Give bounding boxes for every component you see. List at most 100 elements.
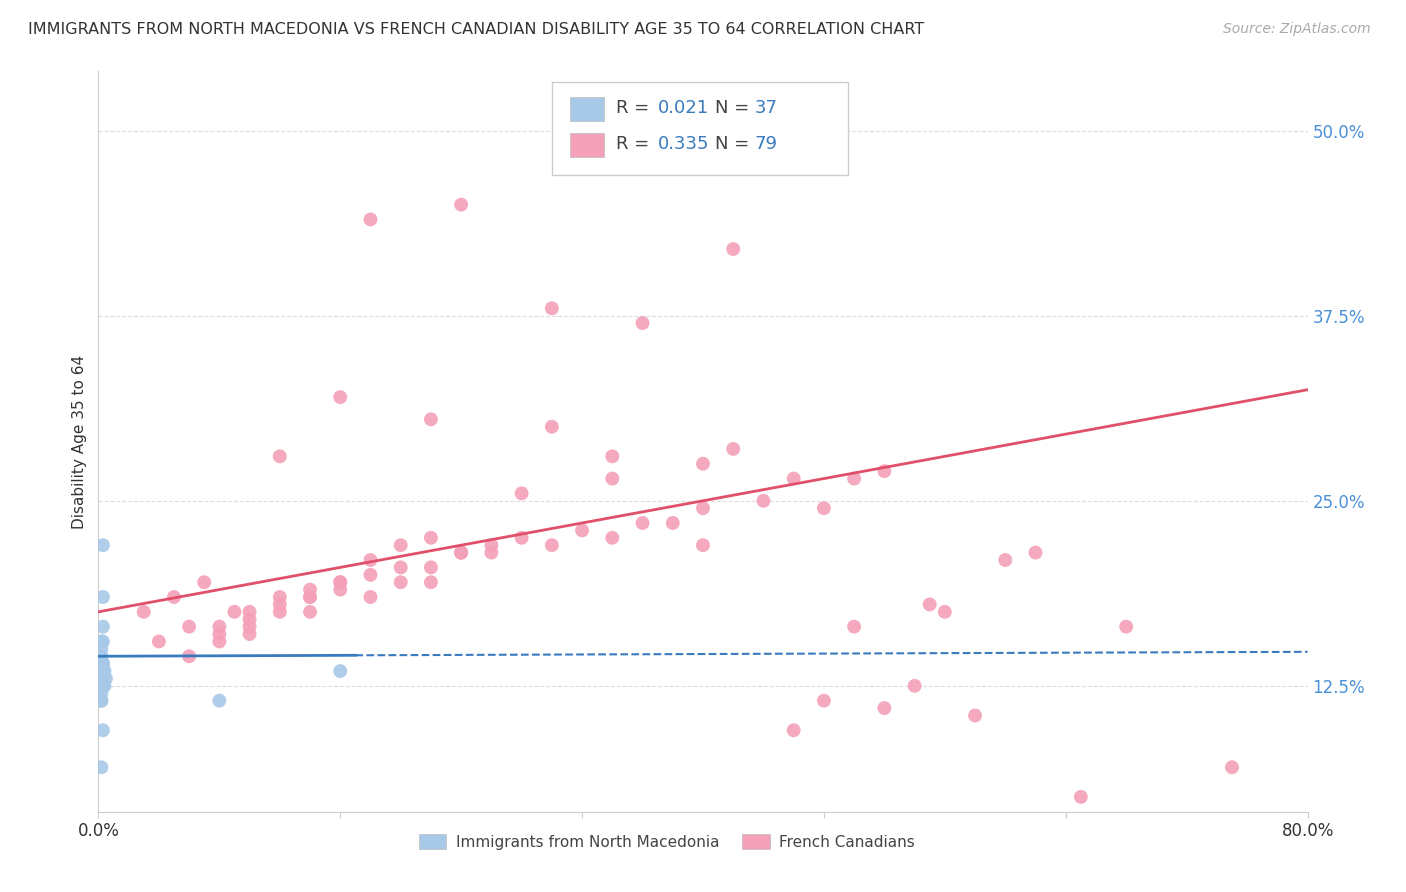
Point (90, 672, 112, 686)
Point (239, 605, 262, 619)
Point (873, 464, 896, 478)
Point (148, 634, 170, 648)
Point (91, 657, 114, 671)
Point (90, 664, 112, 678)
Point (239, 619, 262, 633)
Point (299, 582, 322, 597)
Point (844, 471, 866, 485)
Point (450, 197, 472, 211)
Point (783, 471, 806, 485)
Point (540, 419, 562, 434)
Point (783, 723, 806, 738)
Point (510, 531, 533, 545)
Point (752, 493, 775, 508)
Point (208, 694, 231, 708)
Point (208, 619, 231, 633)
Point (93, 679, 115, 693)
Point (329, 575, 352, 590)
Point (90, 657, 112, 671)
Point (91, 657, 114, 671)
Point (132, 605, 155, 619)
Point (299, 605, 322, 619)
Point (934, 605, 956, 619)
Text: IMMIGRANTS FROM NORTH MACEDONIA VS FRENCH CANADIAN DISABILITY AGE 35 TO 64 CORRE: IMMIGRANTS FROM NORTH MACEDONIA VS FRENC… (28, 22, 924, 37)
Text: 37: 37 (755, 99, 778, 118)
Text: N =: N = (716, 99, 755, 118)
Point (93, 664, 115, 678)
Point (994, 553, 1017, 567)
Point (813, 694, 835, 708)
Point (90, 694, 112, 708)
Point (91, 634, 114, 648)
Point (360, 590, 382, 604)
Point (90, 679, 112, 693)
Point (91, 619, 114, 633)
Point (91, 679, 114, 693)
Point (163, 590, 186, 604)
Point (1070, 789, 1092, 804)
Point (90, 679, 112, 693)
Point (768, 123, 790, 137)
Point (224, 605, 246, 619)
Y-axis label: Disability Age 35 to 64: Disability Age 35 to 64 (72, 354, 87, 529)
Point (91, 538, 114, 552)
Point (450, 545, 472, 560)
Point (481, 538, 503, 552)
Point (540, 301, 562, 316)
Point (389, 575, 412, 590)
Point (90, 649, 112, 664)
Point (692, 457, 714, 471)
Point (90, 694, 112, 708)
Point (540, 538, 562, 552)
Point (389, 538, 412, 552)
Point (91, 590, 114, 604)
FancyBboxPatch shape (569, 97, 603, 121)
Point (1024, 545, 1046, 560)
Point (360, 567, 382, 582)
Point (208, 634, 231, 648)
Point (723, 242, 745, 256)
Point (420, 560, 443, 574)
Point (90, 672, 112, 686)
Point (329, 390, 352, 404)
Point (873, 701, 896, 715)
Point (91, 672, 114, 686)
Point (510, 486, 533, 500)
Point (239, 612, 262, 626)
Point (91, 664, 114, 678)
Text: N =: N = (716, 135, 755, 153)
Point (450, 545, 472, 560)
Point (450, 545, 472, 560)
Point (90, 679, 112, 693)
Point (329, 575, 352, 590)
Point (602, 450, 624, 464)
Point (420, 575, 443, 590)
Point (208, 627, 231, 641)
Point (420, 412, 443, 426)
Point (723, 442, 745, 456)
Point (692, 501, 714, 516)
Point (631, 316, 654, 330)
Point (93, 672, 115, 686)
Point (90, 634, 112, 648)
Point (360, 212, 382, 227)
Point (90, 686, 112, 700)
Point (420, 531, 443, 545)
Point (481, 545, 503, 560)
Text: 0.335: 0.335 (658, 135, 710, 153)
FancyBboxPatch shape (551, 82, 848, 175)
Text: R =: R = (616, 99, 655, 118)
Point (269, 450, 291, 464)
Point (269, 605, 291, 619)
Point (360, 553, 382, 567)
Text: Source: ZipAtlas.com: Source: ZipAtlas.com (1223, 22, 1371, 37)
Point (269, 590, 291, 604)
Point (91, 679, 114, 693)
Point (299, 590, 322, 604)
Point (90, 760, 112, 774)
Text: 0.021: 0.021 (658, 99, 710, 118)
Point (239, 627, 262, 641)
Point (269, 598, 291, 612)
Point (661, 516, 683, 530)
Point (94, 672, 117, 686)
